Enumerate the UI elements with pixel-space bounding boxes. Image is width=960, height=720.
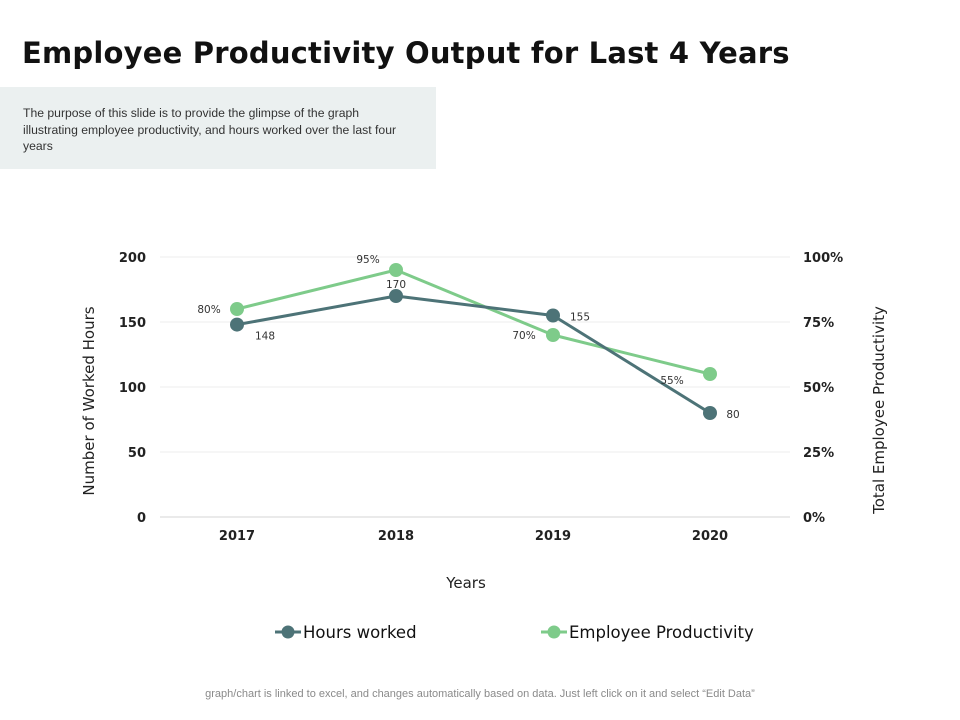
x-tick-label: 2019 (535, 529, 571, 544)
chart-labels: 0 0% 50 25% 100 50% 150 75% 200 100% 2017 2018 2019 2… (80, 251, 888, 592)
page-title: Employee Productivity Output for Last 4 … (22, 36, 790, 70)
data-label: 55% (660, 375, 683, 387)
data-point (389, 263, 403, 277)
data-point (703, 367, 717, 381)
legend-marker (281, 625, 295, 639)
data-label: 80% (197, 304, 220, 316)
x-tick-label: 2017 (219, 529, 255, 544)
y-tick-label: 100 (119, 381, 146, 396)
data-label: 170 (386, 279, 406, 291)
data-point (389, 289, 403, 303)
description-text: The purpose of this slide is to provide … (23, 106, 397, 153)
legend-marker (547, 625, 561, 639)
y2-tick-label: 50% (803, 381, 834, 396)
description-box (0, 87, 436, 169)
legend-label: Employee Productivity (569, 623, 754, 642)
data-point (230, 302, 244, 316)
data-point (703, 406, 717, 420)
y-tick-label: 50 (128, 446, 146, 461)
data-label: 155 (570, 312, 590, 324)
chart-markers (230, 263, 717, 420)
y2-axis-title: Total Employee Productivity (870, 306, 888, 515)
footer-note: graph/chart is linked to excel, and chan… (205, 688, 755, 700)
data-label: 148 (255, 331, 275, 343)
x-axis-title: Years (445, 574, 486, 592)
x-tick-label: 2020 (692, 529, 728, 544)
data-point (546, 328, 560, 342)
data-point (546, 308, 560, 323)
series-line-hours-worked (236, 294, 711, 415)
data-label: 95% (356, 254, 379, 266)
y-tick-label: 0 (137, 511, 146, 526)
y-tick-label: 150 (119, 316, 146, 331)
data-point (230, 317, 244, 332)
x-tick-label: 2018 (378, 529, 414, 544)
y-axis-title: Number of Worked Hours (80, 306, 98, 495)
y-tick-label: 200 (119, 251, 146, 266)
y2-tick-label: 25% (803, 446, 834, 461)
legend-label: Hours worked (303, 623, 417, 642)
series-line-employee-productivity (236, 268, 711, 376)
y2-tick-label: 100% (803, 251, 843, 266)
chart-series-lines (236, 268, 711, 415)
data-label: 80 (726, 409, 739, 421)
y2-tick-label: 75% (803, 316, 834, 331)
data-label: 70% (512, 330, 535, 342)
chart-legend: Hours worked Employee Productivity (275, 623, 754, 642)
chart-gridlines (160, 256, 790, 518)
y2-tick-label: 0% (803, 511, 825, 526)
